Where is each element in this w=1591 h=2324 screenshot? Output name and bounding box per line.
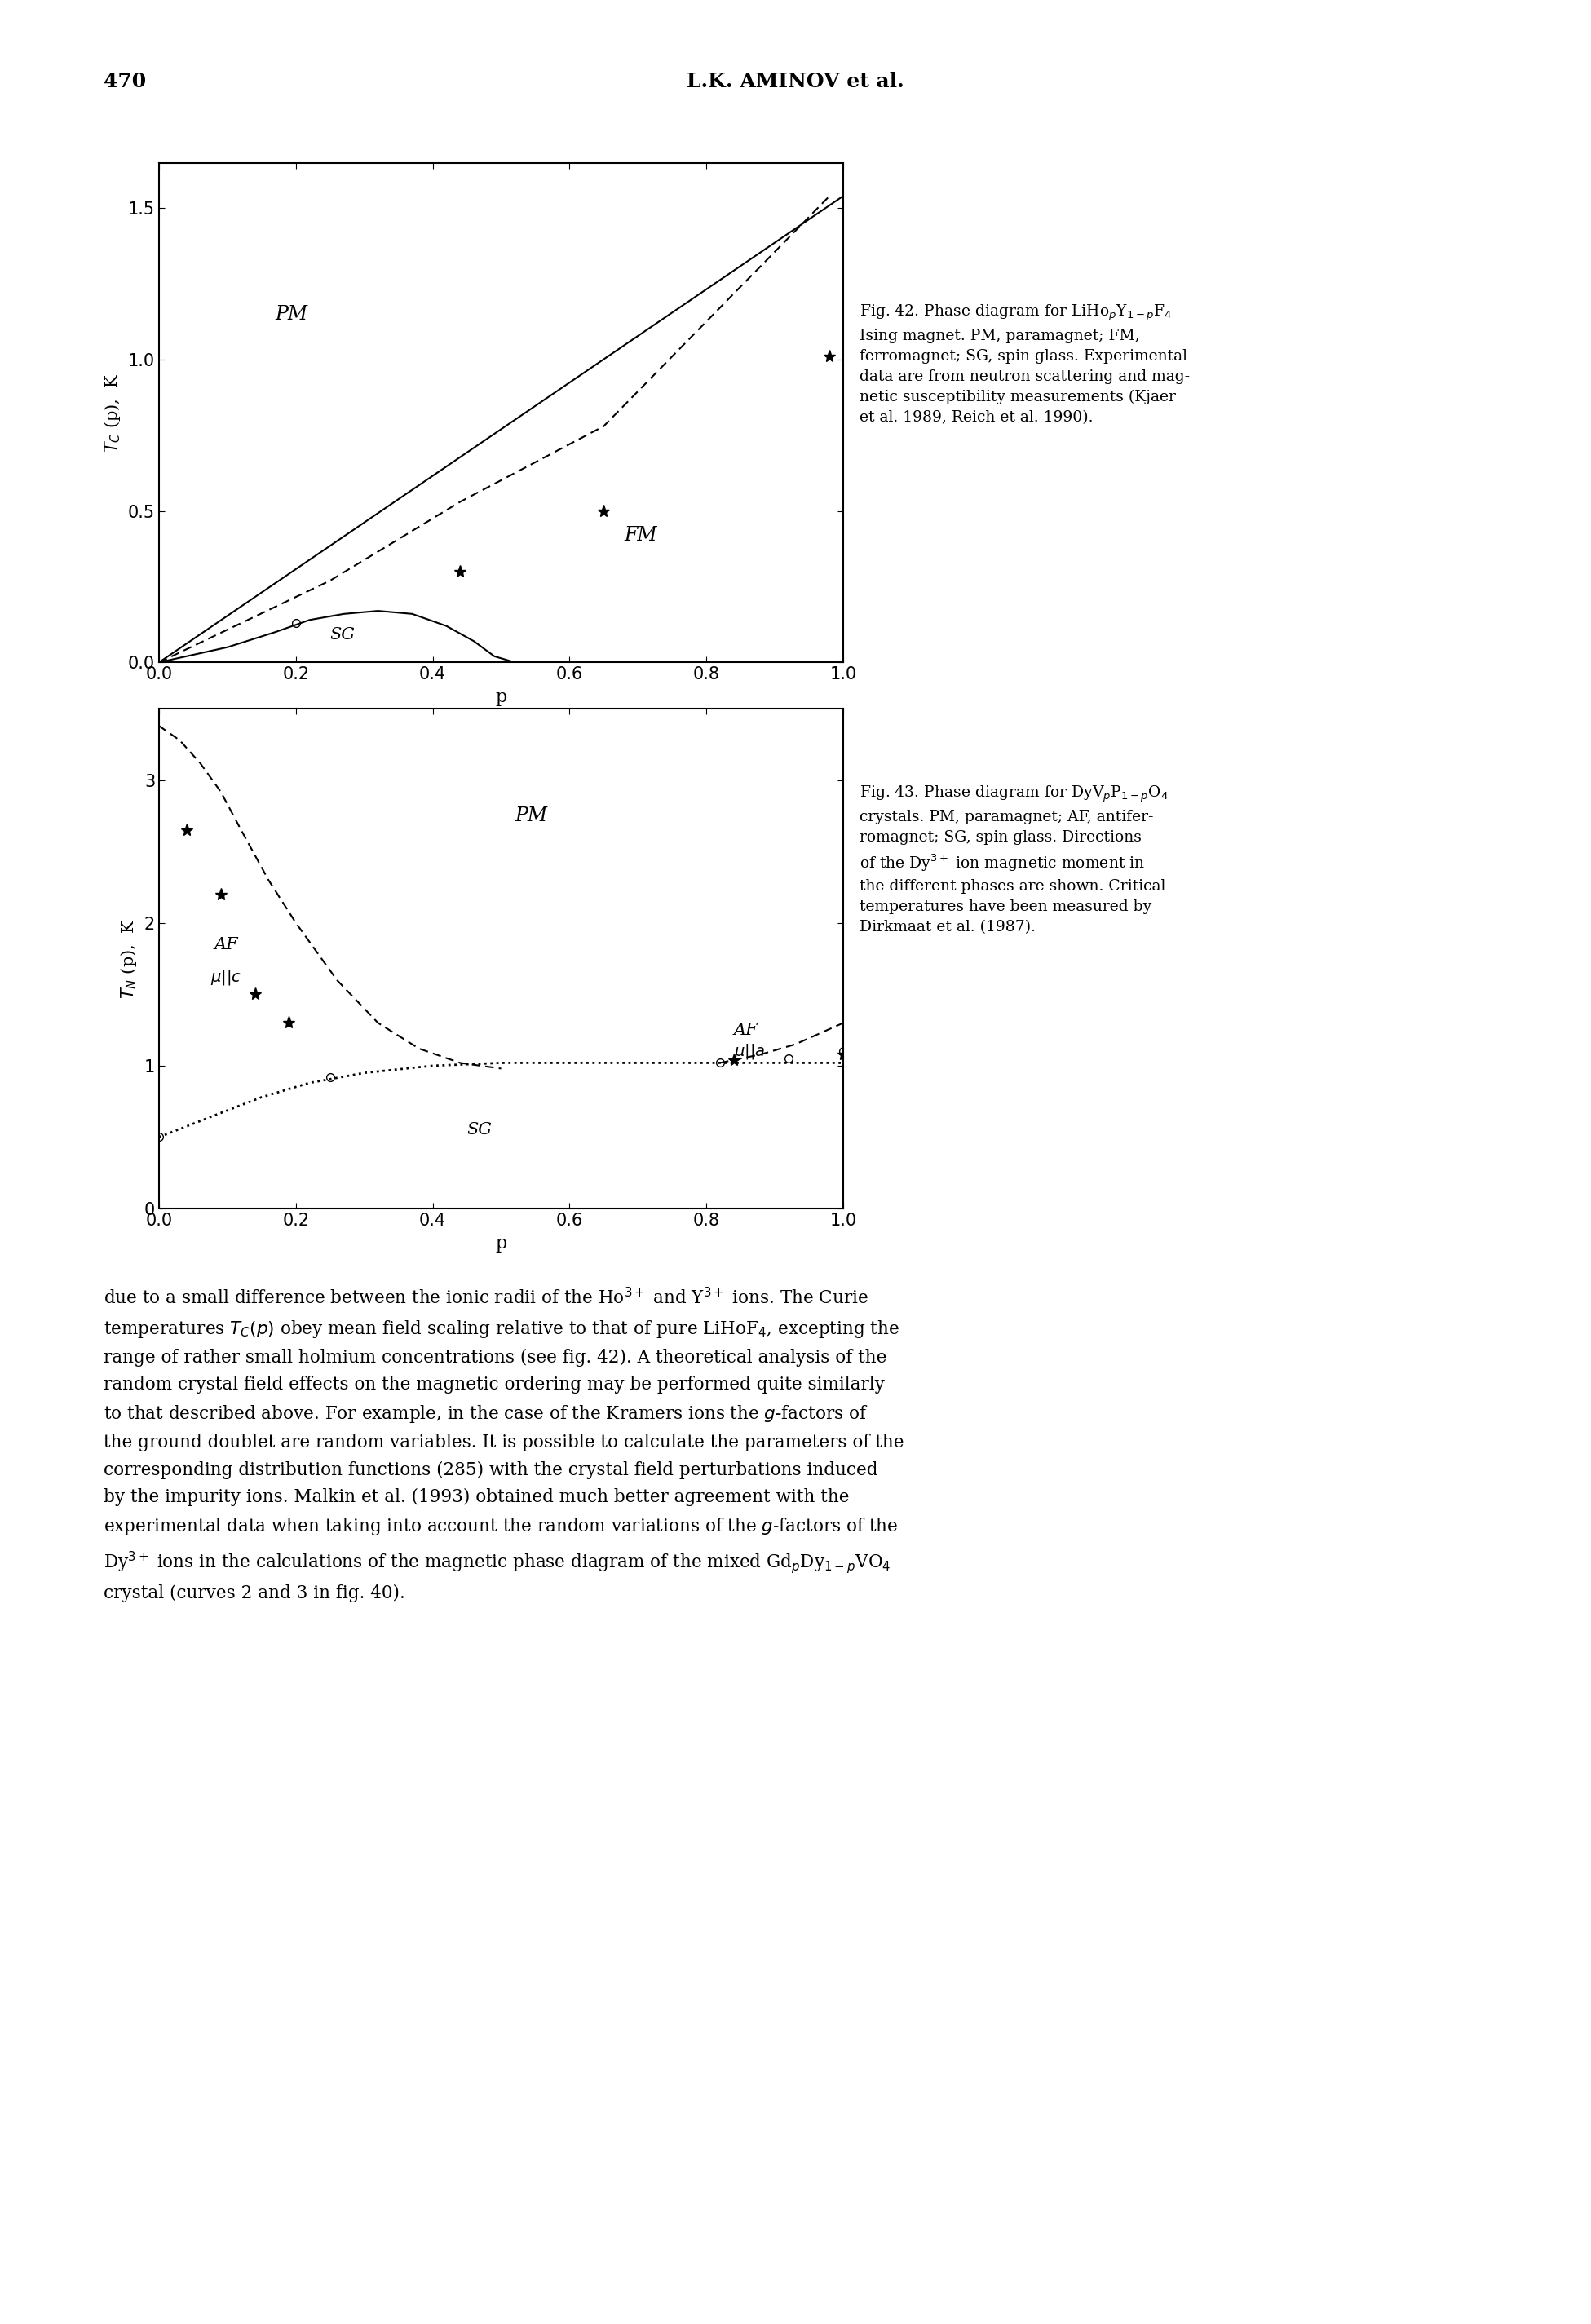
Text: 470: 470 bbox=[103, 72, 146, 91]
Text: SG: SG bbox=[331, 627, 355, 644]
Text: AF: AF bbox=[733, 1023, 757, 1039]
Text: due to a small difference between the ionic radii of the Ho$^{3+}$ and Y$^{3+}$ : due to a small difference between the io… bbox=[103, 1287, 904, 1601]
Text: AF: AF bbox=[213, 937, 239, 953]
Text: FM: FM bbox=[624, 525, 657, 544]
Y-axis label: $T_C$ (p),  K: $T_C$ (p), K bbox=[103, 372, 123, 453]
Text: SG: SG bbox=[468, 1122, 492, 1139]
Text: PM: PM bbox=[515, 806, 547, 825]
Text: PM: PM bbox=[275, 304, 309, 323]
X-axis label: p: p bbox=[495, 688, 508, 706]
X-axis label: p: p bbox=[495, 1234, 508, 1253]
Text: $\mu$$||$$c$: $\mu$$||$$c$ bbox=[210, 967, 242, 988]
Text: $\mu$$||$$a$: $\mu$$||$$a$ bbox=[733, 1041, 765, 1060]
Text: Fig. 43. Phase diagram for DyV$_{p}$P$_{1-p}$O$_{4}$
crystals. PM, paramagnet; A: Fig. 43. Phase diagram for DyV$_{p}$P$_{… bbox=[859, 783, 1168, 934]
Text: L.K. AMINOV et al.: L.K. AMINOV et al. bbox=[687, 72, 904, 91]
Y-axis label: $T_N$ (p),  K: $T_N$ (p), K bbox=[119, 918, 138, 999]
Text: Fig. 42. Phase diagram for LiHo$_{p}$Y$_{1-p}$F$_{4}$
Ising magnet. PM, paramagn: Fig. 42. Phase diagram for LiHo$_{p}$Y$_… bbox=[859, 302, 1190, 425]
